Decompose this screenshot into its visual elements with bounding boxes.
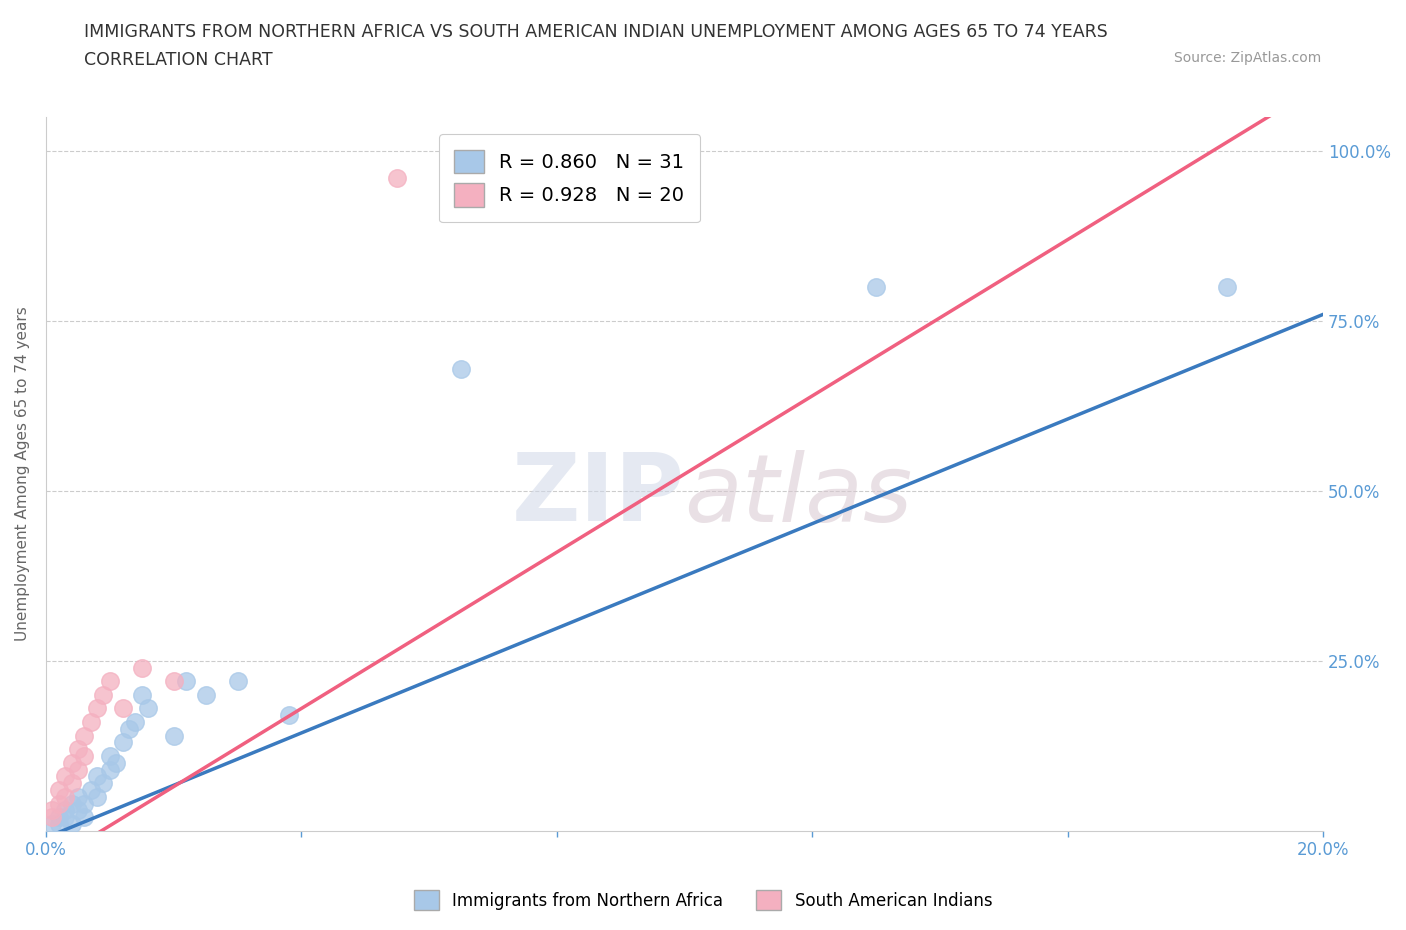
Point [163, 674, 186, 689]
Text: Source: ZipAtlas.com: Source: ZipAtlas.com [1174, 51, 1322, 65]
Y-axis label: Unemployment Among Ages 65 to 74 years: Unemployment Among Ages 65 to 74 years [15, 307, 30, 642]
Point [48, 817, 70, 831]
Legend: Immigrants from Northern Africa, South American Indians: Immigrants from Northern Africa, South A… [406, 884, 1000, 917]
Point [79, 782, 101, 797]
Point [385, 171, 408, 186]
Point [86, 790, 108, 804]
Point [1216, 280, 1239, 295]
Point [131, 660, 153, 675]
Text: CORRELATION CHART: CORRELATION CHART [84, 51, 273, 69]
Point [86, 769, 108, 784]
Point [41, 803, 63, 817]
Point [93, 776, 115, 790]
Point [93, 687, 115, 702]
Point [60, 755, 83, 770]
Point [163, 728, 186, 743]
Point [136, 701, 159, 716]
Point [66, 763, 89, 777]
Point [66, 790, 89, 804]
Point [73, 810, 96, 825]
Point [865, 280, 887, 295]
Point [53, 810, 76, 825]
Point [41, 810, 63, 825]
Point [48, 810, 70, 825]
Point [79, 714, 101, 729]
Point [73, 796, 96, 811]
Point [86, 701, 108, 716]
Point [450, 361, 472, 376]
Text: atlas: atlas [685, 450, 912, 541]
Point [226, 674, 249, 689]
Point [98, 749, 121, 764]
Point [53, 769, 76, 784]
Point [118, 722, 141, 737]
Point [194, 687, 217, 702]
Point [41, 817, 63, 831]
Text: ZIP: ZIP [512, 449, 685, 541]
Legend: R = 0.860   N = 31, R = 0.928   N = 20: R = 0.860 N = 31, R = 0.928 N = 20 [439, 134, 700, 222]
Point [105, 755, 128, 770]
Point [73, 749, 96, 764]
Point [48, 796, 70, 811]
Point [66, 803, 89, 817]
Point [111, 701, 134, 716]
Point [98, 674, 121, 689]
Point [277, 708, 299, 723]
Point [124, 714, 146, 729]
Point [98, 763, 121, 777]
Point [131, 687, 153, 702]
Point [73, 728, 96, 743]
Point [66, 742, 89, 757]
Point [60, 796, 83, 811]
Point [53, 803, 76, 817]
Point [60, 817, 83, 831]
Point [60, 776, 83, 790]
Point [111, 735, 134, 750]
Text: IMMIGRANTS FROM NORTHERN AFRICA VS SOUTH AMERICAN INDIAN UNEMPLOYMENT AMONG AGES: IMMIGRANTS FROM NORTHERN AFRICA VS SOUTH… [84, 23, 1108, 41]
Point [53, 790, 76, 804]
Point [48, 782, 70, 797]
Point [176, 674, 198, 689]
